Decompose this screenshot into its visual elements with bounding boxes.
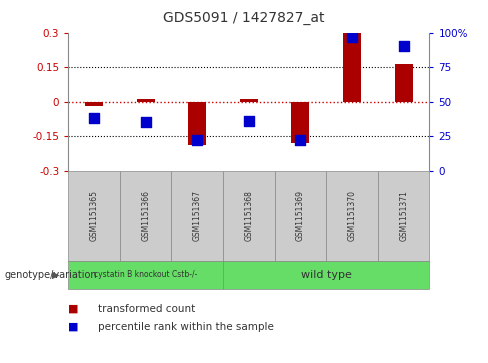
Bar xyxy=(137,99,155,102)
Text: genotype/variation: genotype/variation xyxy=(5,270,98,280)
Text: ■: ■ xyxy=(68,303,79,314)
Bar xyxy=(395,64,413,102)
Text: wild type: wild type xyxy=(301,270,352,280)
Text: GSM1151365: GSM1151365 xyxy=(90,191,99,241)
Text: GDS5091 / 1427827_at: GDS5091 / 1427827_at xyxy=(163,11,325,25)
Text: transformed count: transformed count xyxy=(98,303,195,314)
Text: cystatin B knockout Cstb-/-: cystatin B knockout Cstb-/- xyxy=(94,270,197,280)
Text: GSM1151371: GSM1151371 xyxy=(399,191,408,241)
Point xyxy=(400,44,407,49)
Text: percentile rank within the sample: percentile rank within the sample xyxy=(98,322,273,332)
Bar xyxy=(291,102,309,143)
Point xyxy=(297,137,305,143)
Bar xyxy=(85,102,103,106)
Bar xyxy=(240,99,258,102)
Point xyxy=(245,118,253,124)
Text: GSM1151366: GSM1151366 xyxy=(141,191,150,241)
Text: ▶: ▶ xyxy=(52,270,60,280)
Point xyxy=(142,119,150,125)
Text: GSM1151368: GSM1151368 xyxy=(244,191,253,241)
Point xyxy=(348,34,356,40)
Text: GSM1151370: GSM1151370 xyxy=(347,191,357,241)
Bar xyxy=(343,33,361,102)
Text: ■: ■ xyxy=(68,322,79,332)
Point xyxy=(90,115,98,121)
Text: GSM1151367: GSM1151367 xyxy=(193,191,202,241)
Point xyxy=(193,137,201,143)
Bar xyxy=(188,102,206,145)
Text: GSM1151369: GSM1151369 xyxy=(296,191,305,241)
